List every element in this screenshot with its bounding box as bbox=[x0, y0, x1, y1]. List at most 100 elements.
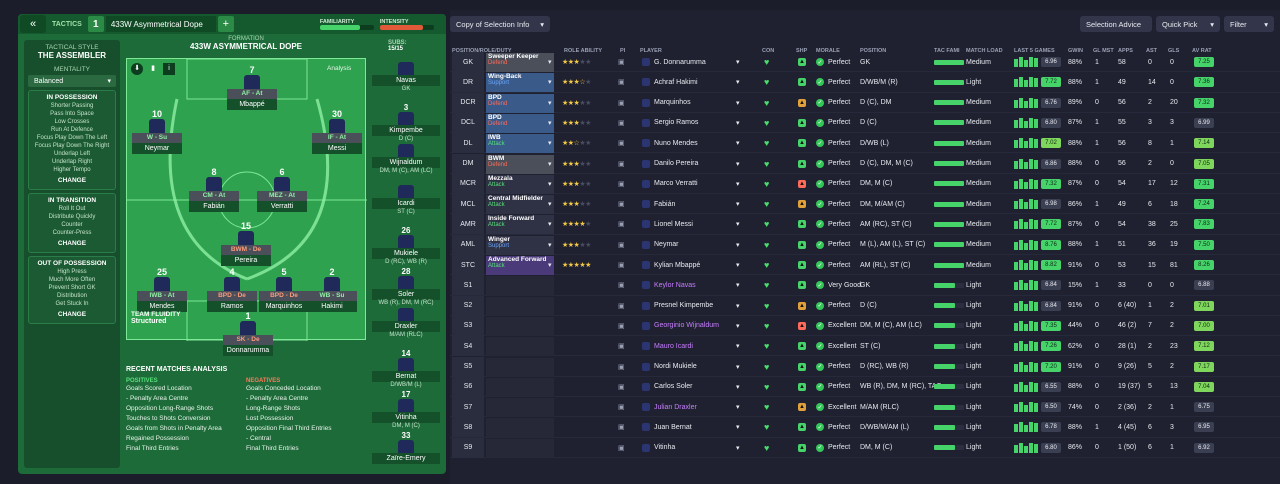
chevron-down-icon[interactable]: ▾ bbox=[736, 221, 740, 229]
player-cell[interactable]: Danilo Pereira bbox=[642, 154, 746, 174]
sub-player[interactable]: Wijnaldum DM, M (C), AM (LC) bbox=[372, 144, 440, 174]
role-duty-cell[interactable]: Advanced Forward Attack bbox=[486, 256, 554, 275]
sub-player[interactable]: 14 Bernat D/WB/M (L) bbox=[372, 349, 440, 388]
player-cell[interactable]: Neymar bbox=[642, 235, 746, 255]
pitch-player[interactable]: 5 BPD - De Marquinhos bbox=[259, 267, 309, 312]
pi-icon[interactable]: ▣ bbox=[618, 201, 625, 209]
chevron-down-icon[interactable]: ▾ bbox=[736, 79, 740, 87]
player-cell[interactable]: Nuno Mendes bbox=[642, 133, 746, 153]
column-header[interactable]: GWIN bbox=[1068, 48, 1083, 54]
player-cell[interactable]: Carlos Soler bbox=[642, 377, 746, 397]
pi-icon[interactable]: ▣ bbox=[618, 221, 625, 229]
column-header[interactable]: MORALE bbox=[816, 48, 840, 54]
column-header[interactable]: AST bbox=[1146, 48, 1157, 54]
chevron-down-icon[interactable]: ▾ bbox=[548, 241, 552, 249]
back-button[interactable]: « bbox=[20, 15, 46, 33]
player-cell[interactable]: Keylor Navas bbox=[642, 275, 746, 295]
pitch-player[interactable]: 10 W - Su Neymar bbox=[132, 109, 182, 154]
role-duty-cell[interactable] bbox=[486, 337, 554, 357]
mentality-select[interactable]: Balanced ▾ bbox=[28, 75, 116, 87]
pi-icon[interactable]: ▣ bbox=[618, 262, 625, 269]
table-row[interactable]: AML Winger Support ▾ ★★★ ★★ ▣ Neymar ▾ ♥ ▲ ✓ Perfect… bbox=[450, 234, 1280, 255]
table-row[interactable]: S5 ▣ Nordi Mukiele ▾ ♥ ▲ ✓ Perfect D (RC), WB (R… bbox=[450, 356, 1280, 377]
role-duty-cell[interactable] bbox=[486, 377, 554, 397]
role-duty-cell[interactable] bbox=[486, 316, 554, 336]
view-dropdown[interactable]: Copy of Selection Info ▾ bbox=[450, 16, 550, 32]
player-cell[interactable]: Marquinhos bbox=[642, 93, 746, 113]
tactic-slot[interactable]: 1 bbox=[87, 16, 104, 32]
column-header[interactable]: SHP bbox=[796, 48, 808, 54]
pitch-player[interactable]: 2 WB - Su Hakimi bbox=[307, 267, 357, 312]
table-row[interactable]: S1 ▣ Keylor Navas ▾ ♥ ▲ ✓ Very Good GK Light 6.84 1… bbox=[450, 275, 1280, 296]
role-duty-cell[interactable] bbox=[486, 296, 554, 316]
player-cell[interactable]: Nordi Mukiele bbox=[642, 357, 746, 377]
pitch-player[interactable]: 15 BWM - De Pereira bbox=[221, 221, 271, 266]
chevron-down-icon[interactable]: ▾ bbox=[736, 444, 740, 452]
role-duty-cell[interactable]: Wing-Back Support bbox=[486, 73, 554, 93]
sub-player[interactable]: 26 Mukiele D (RC), WB (R) bbox=[372, 226, 440, 265]
change-out-of-possession-button[interactable]: CHANGE bbox=[57, 311, 87, 318]
column-header[interactable]: MATCH LOAD bbox=[966, 48, 1003, 54]
role-duty-cell[interactable]: Inside Forward Attack bbox=[486, 215, 554, 235]
chevron-down-icon[interactable]: ▾ bbox=[736, 322, 740, 330]
player-cell[interactable]: Lionel Messi bbox=[642, 214, 746, 234]
stats-icon[interactable]: ▮ bbox=[151, 65, 155, 72]
chevron-down-icon[interactable]: ▾ bbox=[736, 241, 740, 249]
role-duty-cell[interactable]: Central Midfielder Attack bbox=[486, 195, 554, 215]
table-row[interactable]: MCR Mezzala Attack ▾ ★★★ ★★ ▣ Marco Verratti ▾ ♥ ▲… bbox=[450, 173, 1280, 195]
column-header[interactable]: CON bbox=[762, 48, 775, 54]
sub-player[interactable]: Navas GK bbox=[372, 62, 440, 92]
sub-player[interactable]: 28 Soler WB (R), DM, M (RC) bbox=[372, 267, 440, 306]
download-icon[interactable]: ⬇ bbox=[131, 63, 143, 75]
role-duty-cell[interactable] bbox=[486, 418, 554, 438]
sub-player[interactable]: 33 Zaïre-Emery bbox=[372, 431, 440, 464]
chevron-down-icon[interactable]: ▾ bbox=[548, 262, 552, 269]
table-row[interactable]: S7 ▣ Julian Draxler ▾ ♥ ▲ ✓ Excellent M/AM (RLC)… bbox=[450, 397, 1280, 418]
pi-icon[interactable]: ▣ bbox=[618, 99, 625, 107]
pi-icon[interactable]: ▣ bbox=[618, 140, 625, 148]
chevron-down-icon[interactable]: ▾ bbox=[736, 140, 740, 148]
role-duty-cell[interactable]: Winger Support bbox=[486, 235, 554, 255]
column-header[interactable]: AV RAT bbox=[1192, 48, 1212, 54]
pi-icon[interactable]: ▣ bbox=[618, 322, 625, 330]
role-duty-cell[interactable]: BPD Defend bbox=[486, 93, 554, 113]
chevron-down-icon[interactable]: ▾ bbox=[548, 180, 552, 188]
chevron-down-icon[interactable]: ▾ bbox=[548, 119, 552, 127]
column-header[interactable]: PLAYER bbox=[640, 48, 662, 54]
role-duty-cell[interactable]: Sweeper Keeper Defend bbox=[486, 53, 554, 72]
pi-icon[interactable]: ▣ bbox=[618, 444, 625, 452]
pitch-player[interactable]: 6 MEZ - At Verratti bbox=[257, 167, 307, 212]
table-row[interactable]: AMR Inside Forward Attack ▾ ★★★★ ★ ▣ Lionel Mes… bbox=[450, 214, 1280, 235]
formation-name[interactable]: 433W ASYMMETRICAL DOPE bbox=[189, 42, 302, 51]
pi-icon[interactable]: ▣ bbox=[618, 383, 625, 391]
table-row[interactable]: S8 ▣ Juan Bernat ▾ ♥ ▲ ✓ Perfect D/WB/M/AM (L) Li… bbox=[450, 417, 1280, 438]
quick-pick-button[interactable]: Quick Pick ▾ bbox=[1156, 16, 1220, 32]
tactic-name-dropdown[interactable]: 433W Asymmetrical Dope bbox=[105, 16, 216, 32]
column-header[interactable]: TAC FAMI bbox=[934, 48, 960, 54]
table-row[interactable]: S9 ▣ Vitinha ▾ ♥ ▲ ✓ Perfect DM, M (C) Light 6.80 8… bbox=[450, 437, 1280, 458]
chevron-down-icon[interactable]: ▾ bbox=[548, 140, 552, 148]
table-row[interactable]: GK Sweeper Keeper Defend ▾ ★★★ ★★ ▣ G. Donnarum… bbox=[450, 52, 1280, 73]
pi-icon[interactable]: ▣ bbox=[618, 302, 625, 310]
chevron-down-icon[interactable]: ▾ bbox=[548, 79, 552, 87]
chevron-down-icon[interactable]: ▾ bbox=[736, 160, 740, 168]
pi-icon[interactable]: ▣ bbox=[618, 241, 625, 249]
player-cell[interactable]: Marco Verratti bbox=[642, 174, 746, 194]
pi-icon[interactable]: ▣ bbox=[618, 424, 625, 432]
pitch-player[interactable]: 8 CM - At Fabián bbox=[189, 167, 239, 212]
sub-player[interactable]: Icardi ST (C) bbox=[372, 185, 440, 215]
add-tactic-button[interactable]: + bbox=[217, 16, 234, 32]
analysis-button[interactable]: Analysis bbox=[327, 65, 352, 72]
pi-icon[interactable]: ▣ bbox=[618, 404, 625, 412]
column-header[interactable]: LAST 5 GAMES bbox=[1014, 48, 1055, 54]
info-icon[interactable]: i bbox=[163, 63, 175, 75]
table-row[interactable]: DCR BPD Defend ▾ ★★★ ★★ ▣ Marquinhos ▾ ♥ ▲ ✓ Perfect… bbox=[450, 92, 1280, 113]
role-duty-cell[interactable] bbox=[486, 438, 554, 458]
role-duty-cell[interactable] bbox=[486, 357, 554, 377]
pi-icon[interactable]: ▣ bbox=[618, 343, 625, 351]
chevron-down-icon[interactable]: ▾ bbox=[736, 201, 740, 209]
sub-player[interactable]: 3 Kimpembe D (C) bbox=[372, 103, 440, 142]
pitch-player[interactable]: 25 IWB - At Mendes bbox=[137, 267, 187, 312]
column-header[interactable]: PI bbox=[620, 48, 626, 54]
pitch-player[interactable]: 1 SK - De Donnarumma bbox=[223, 311, 273, 356]
